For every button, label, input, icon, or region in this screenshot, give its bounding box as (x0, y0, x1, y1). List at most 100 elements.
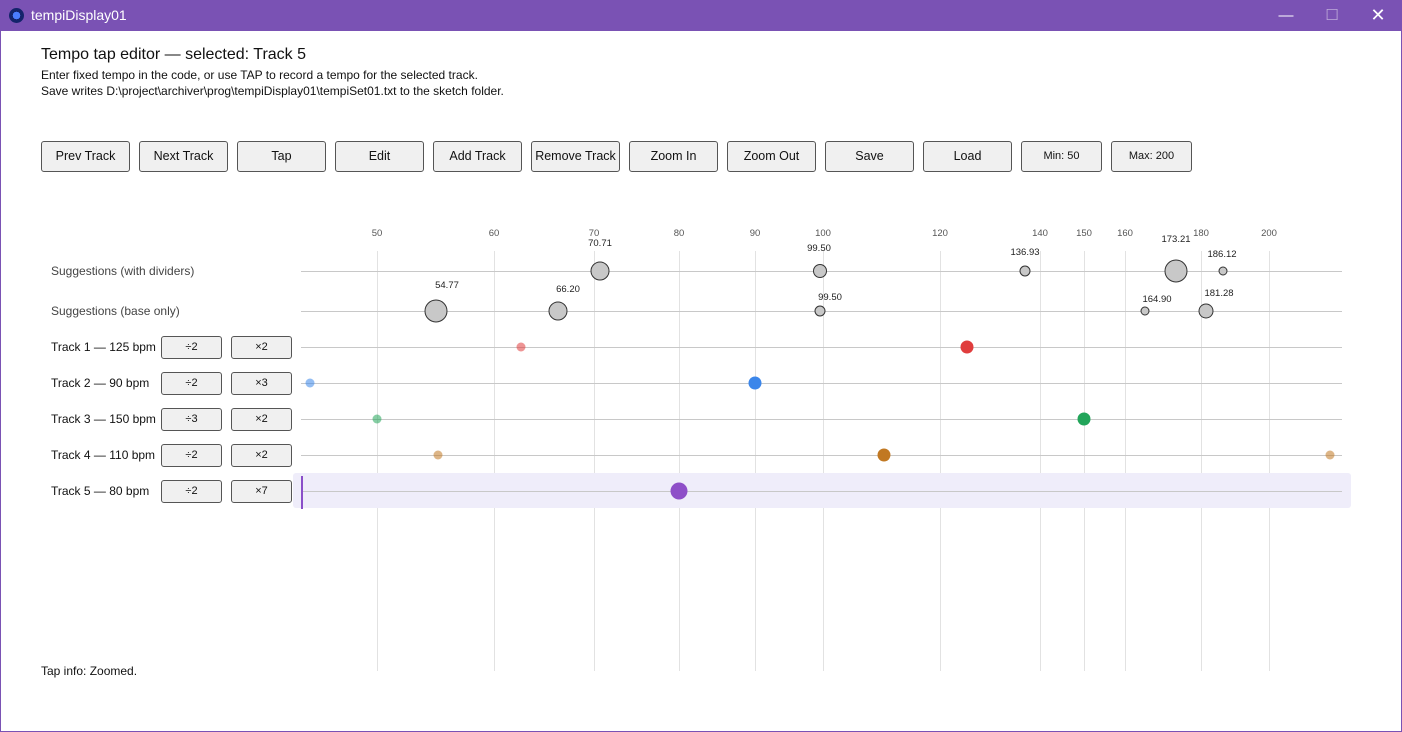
row-line (301, 419, 1342, 420)
selected-track-highlight (293, 473, 1351, 508)
next-track-button[interactable]: Next Track (139, 141, 228, 172)
suggestion-dot[interactable] (1019, 265, 1031, 277)
suggestion-value: 181.28 (1204, 288, 1234, 299)
track-2-secondary-dot (305, 378, 315, 388)
suggestion-value: 99.50 (807, 243, 831, 254)
suggestion-value: 66.20 (556, 284, 580, 295)
axis-tick: 150 (1076, 228, 1092, 239)
axis-tick: 80 (673, 228, 685, 239)
track-5-label[interactable]: Track 5 — 80 bpm (51, 484, 150, 498)
min-tempo-button[interactable]: Min: 50 (1021, 141, 1102, 172)
track-2-multiply-button[interactable]: ×3 (231, 372, 292, 395)
axis-tick: 120 (932, 228, 948, 239)
suggestion-dot[interactable] (1164, 259, 1188, 283)
track-3-multiply-button[interactable]: ×2 (231, 408, 292, 431)
maximize-button[interactable]: ☐ (1325, 7, 1339, 24)
row-line (301, 491, 1342, 492)
gridline (1084, 251, 1085, 671)
track-1-secondary-dot (516, 342, 526, 352)
gridline (1269, 251, 1270, 671)
selection-marker (301, 476, 303, 509)
track-4-divide-button[interactable]: ÷2 (161, 444, 222, 467)
suggestion-value: 70.71 (588, 238, 612, 249)
remove-track-button[interactable]: Remove Track (531, 141, 620, 172)
save-button[interactable]: Save (825, 141, 914, 172)
gridline (377, 251, 378, 671)
status-text: Tap info: Zoomed. (41, 664, 138, 678)
suggestion-value: 136.93 (1010, 247, 1040, 258)
track-3-label[interactable]: Track 3 — 150 bpm (51, 412, 156, 426)
minimize-button[interactable]: — (1278, 7, 1294, 24)
instructions-line: Enter fixed tempo in the code, or use TA… (41, 68, 478, 82)
window-title: tempiDisplay01 (31, 7, 127, 23)
track-1-divide-button[interactable]: ÷2 (161, 336, 222, 359)
axis-tick: 200 (1261, 228, 1277, 239)
suggestion-value: 54.77 (435, 280, 459, 291)
gridline (1201, 251, 1202, 671)
suggestion-dot[interactable] (1198, 303, 1214, 319)
gridline (1125, 251, 1126, 671)
add-track-button[interactable]: Add Track (433, 141, 522, 172)
suggestion-dot[interactable] (424, 299, 448, 323)
edit-button[interactable]: Edit (335, 141, 424, 172)
zoom-out-button[interactable]: Zoom Out (727, 141, 816, 172)
gridline (823, 251, 824, 671)
sketch-canvas[interactable]: Tempo tap editor — selected: Track 5 Ent… (1, 31, 1401, 731)
load-button[interactable]: Load (923, 141, 1012, 172)
track-4-label[interactable]: Track 4 — 110 bpm (51, 448, 156, 462)
row-line (301, 383, 1342, 384)
gridline (755, 251, 756, 671)
track-5-multiply-button[interactable]: ×7 (231, 480, 292, 503)
suggestion-value: 186.12 (1207, 249, 1237, 260)
suggestion-dot[interactable] (590, 261, 610, 281)
max-tempo-button[interactable]: Max: 200 (1111, 141, 1192, 172)
suggestion-value: 173.21 (1161, 234, 1191, 245)
title-bar[interactable]: tempiDisplay01 — ☐ ✕ (0, 0, 1402, 31)
axis-tick: 100 (815, 228, 831, 239)
track-5-tempo-dot[interactable] (670, 482, 688, 500)
page-title: Tempo tap editor — selected: Track 5 (41, 46, 307, 63)
track-4-multiply-button[interactable]: ×2 (231, 444, 292, 467)
close-button[interactable]: ✕ (1370, 5, 1386, 25)
track-1-multiply-button[interactable]: ×2 (231, 336, 292, 359)
track-5-divide-button[interactable]: ÷2 (161, 480, 222, 503)
app-icon (9, 8, 24, 23)
track-4-tempo-dot[interactable] (877, 448, 891, 462)
axis-tick: 140 (1032, 228, 1048, 239)
gridline (1040, 251, 1041, 671)
row-line (301, 455, 1342, 456)
track-1-tempo-dot[interactable] (960, 340, 974, 354)
suggestion-dot[interactable] (1218, 266, 1228, 276)
zoom-in-button[interactable]: Zoom In (629, 141, 718, 172)
prev-track-button[interactable]: Prev Track (41, 141, 130, 172)
track-3-tempo-dot[interactable] (1077, 412, 1091, 426)
track-3-secondary-dot (372, 414, 382, 424)
axis-tick: 90 (749, 228, 761, 239)
suggestions-dividers-label: Suggestions (with dividers) (51, 264, 195, 278)
track-2-divide-button[interactable]: ÷2 (161, 372, 222, 395)
axis-tick: 160 (1117, 228, 1133, 239)
suggestion-dot[interactable] (813, 264, 827, 278)
track-2-tempo-dot[interactable] (748, 376, 762, 390)
axis-tick: 180 (1193, 228, 1209, 239)
row-line (301, 347, 1342, 348)
suggestion-dot[interactable] (548, 301, 568, 321)
tap-button[interactable]: Tap (237, 141, 326, 172)
track-1-label[interactable]: Track 1 — 125 bpm (51, 340, 156, 354)
suggestion-value: 99.50 (818, 292, 842, 303)
axis-tick: 50 (371, 228, 383, 239)
suggestion-value: 164.90 (1142, 294, 1172, 305)
gridline (594, 251, 595, 671)
suggestion-dot[interactable] (1140, 306, 1150, 316)
track-2-label[interactable]: Track 2 — 90 bpm (51, 376, 150, 390)
gridline (679, 251, 680, 671)
axis-tick: 70 (588, 228, 600, 239)
track-4-secondary-dot (1325, 450, 1335, 460)
suggestion-dot[interactable] (814, 305, 826, 317)
track-3-divide-button[interactable]: ÷3 (161, 408, 222, 431)
save-path-line: Save writes D:\project\archiver\prog\tem… (41, 84, 504, 98)
gridline (940, 251, 941, 671)
gridline (494, 251, 495, 671)
axis-tick: 60 (488, 228, 500, 239)
